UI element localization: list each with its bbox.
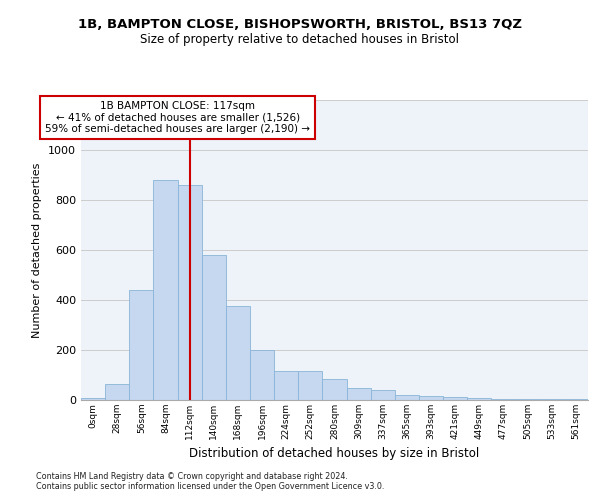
Bar bbox=[202, 255, 226, 400]
Bar bbox=[154, 180, 178, 400]
Bar bbox=[443, 397, 467, 400]
Text: 1B, BAMPTON CLOSE, BISHOPSWORTH, BRISTOL, BS13 7QZ: 1B, BAMPTON CLOSE, BISHOPSWORTH, BRISTOL… bbox=[78, 18, 522, 30]
Bar bbox=[395, 395, 419, 400]
Bar bbox=[226, 306, 250, 400]
Bar bbox=[467, 398, 491, 400]
Bar bbox=[419, 396, 443, 400]
Text: Size of property relative to detached houses in Bristol: Size of property relative to detached ho… bbox=[140, 32, 460, 46]
Bar bbox=[178, 185, 202, 400]
X-axis label: Distribution of detached houses by size in Bristol: Distribution of detached houses by size … bbox=[190, 448, 479, 460]
Bar bbox=[371, 390, 395, 400]
Bar bbox=[491, 399, 515, 400]
Bar bbox=[81, 398, 105, 400]
Text: Contains HM Land Registry data © Crown copyright and database right 2024.: Contains HM Land Registry data © Crown c… bbox=[36, 472, 348, 481]
Bar bbox=[298, 371, 322, 400]
Y-axis label: Number of detached properties: Number of detached properties bbox=[32, 162, 43, 338]
Bar bbox=[105, 384, 129, 400]
Bar bbox=[347, 388, 371, 400]
Bar bbox=[274, 371, 298, 400]
Bar bbox=[322, 379, 347, 400]
Text: Contains public sector information licensed under the Open Government Licence v3: Contains public sector information licen… bbox=[36, 482, 385, 491]
Text: 1B BAMPTON CLOSE: 117sqm
← 41% of detached houses are smaller (1,526)
59% of sem: 1B BAMPTON CLOSE: 117sqm ← 41% of detach… bbox=[45, 101, 310, 134]
Bar bbox=[564, 399, 588, 400]
Bar bbox=[250, 350, 274, 400]
Bar bbox=[129, 290, 154, 400]
Bar bbox=[540, 399, 564, 400]
Bar bbox=[515, 399, 540, 400]
